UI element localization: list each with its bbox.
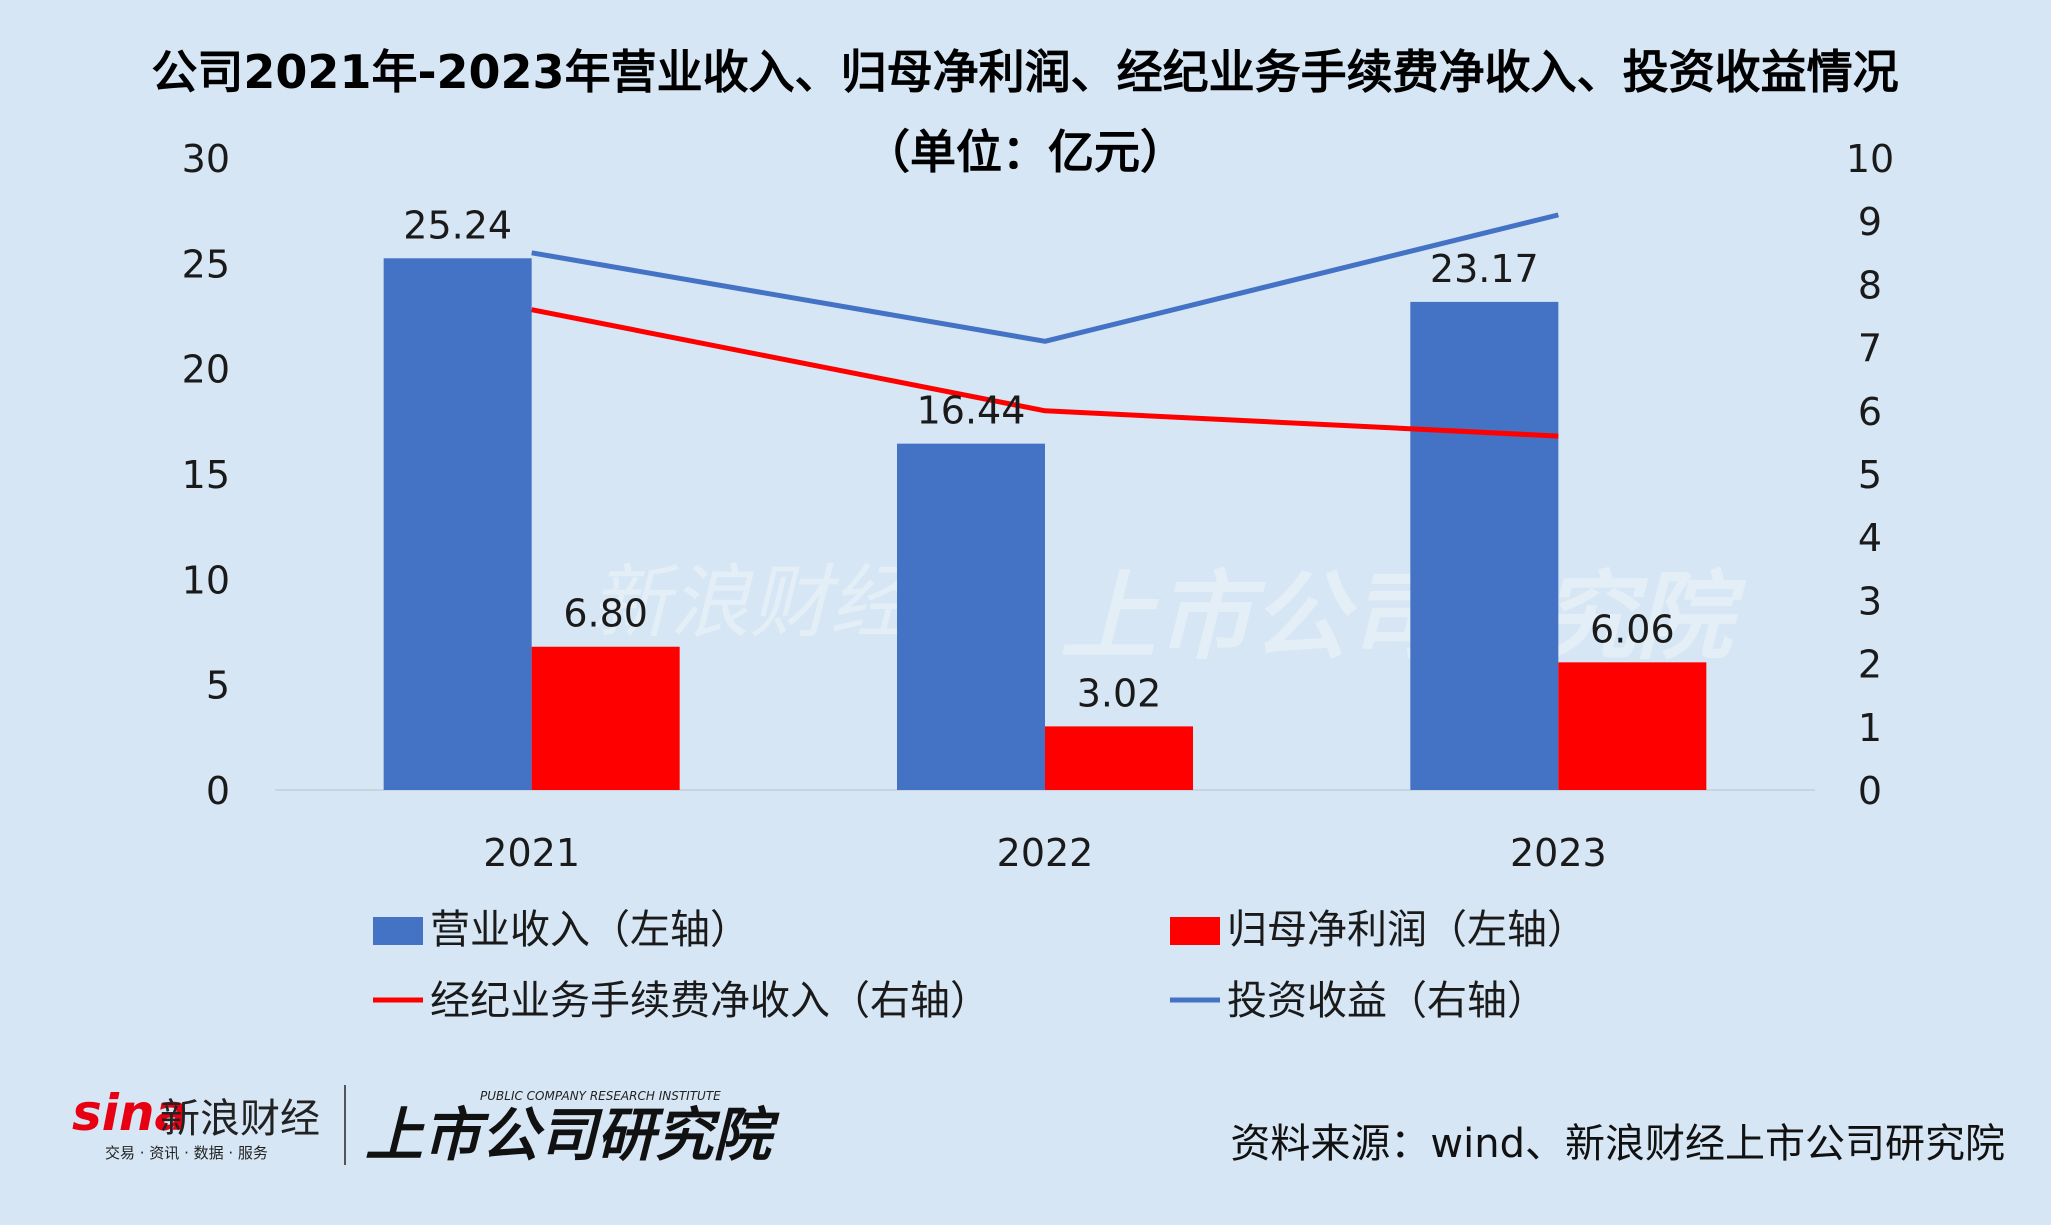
legend-label-investment: 投资收益（右轴） xyxy=(1227,978,1547,1024)
legend-label-brokerage: 经纪业务手续费净收入（右轴） xyxy=(430,978,990,1024)
right-axis-tick-label: 2 xyxy=(1858,643,1882,687)
chart-title: 公司2021年-2023年营业收入、归母净利润、经纪业务手续费净收入、投资收益情… xyxy=(151,45,1898,99)
watermark-sina: 新浪财经 xyxy=(590,556,917,649)
left-axis-tick-label: 30 xyxy=(182,137,230,181)
right-axis-tick-label: 0 xyxy=(1858,769,1882,813)
data-source: 资料来源：wind、新浪财经上市公司研究院 xyxy=(1230,1121,2005,1167)
x-axis-tick-label: 2021 xyxy=(483,831,580,875)
legend-label-net-profit: 归母净利润（左轴） xyxy=(1227,907,1587,953)
sina-logo-mark: sina xyxy=(72,1084,188,1142)
institute-logo: PUBLIC COMPANY RESEARCH INSTITUTE 上市公司研究… xyxy=(365,1089,780,1169)
x-axis-tick-label: 2023 xyxy=(1510,831,1607,875)
institute-logo-en: PUBLIC COMPANY RESEARCH INSTITUTE xyxy=(480,1089,721,1103)
right-axis-tick-label: 10 xyxy=(1846,137,1894,181)
bar-series xyxy=(383,258,1707,790)
chart-subtitle: （单位：亿元） xyxy=(864,125,1186,179)
legend-swatch-revenue xyxy=(373,917,423,945)
line-investment xyxy=(531,212,1559,344)
left-axis-tick-label: 25 xyxy=(182,242,230,286)
legend-label-revenue: 营业收入（左轴） xyxy=(430,907,750,953)
sina-logo-name: 新浪财经 xyxy=(160,1096,320,1142)
legend-swatch-net-profit xyxy=(1170,917,1220,945)
x-axis: 2021 2022 2023 xyxy=(483,831,1606,875)
left-axis: 0 5 10 15 20 25 30 xyxy=(182,137,230,813)
right-axis: 0 1 2 3 4 5 6 7 8 9 10 xyxy=(1846,137,1894,813)
bar-data-label: 6.80 xyxy=(563,592,648,636)
line-brokerage xyxy=(531,307,1559,439)
right-axis-tick-label: 6 xyxy=(1858,390,1882,434)
bar-data-label: 16.44 xyxy=(917,389,1026,433)
sina-logo: sina 新浪财经 交易 · 资讯 · 数据 · 服务 xyxy=(72,1084,320,1162)
right-axis-tick-label: 8 xyxy=(1858,263,1882,307)
bar-net-profit xyxy=(1558,662,1707,790)
left-axis-tick-label: 20 xyxy=(182,348,230,392)
bar-data-label: 25.24 xyxy=(403,203,512,247)
right-axis-tick-label: 7 xyxy=(1858,327,1882,371)
bar-data-label: 23.17 xyxy=(1430,247,1539,291)
right-axis-tick-label: 3 xyxy=(1858,579,1882,623)
watermark: 新浪财经 上市公司研究院 xyxy=(590,556,1747,673)
left-axis-tick-label: 15 xyxy=(182,453,230,497)
sina-logo-tagline: 交易 · 资讯 · 数据 · 服务 xyxy=(105,1144,268,1162)
bar-data-label: 6.06 xyxy=(1590,607,1675,651)
right-axis-tick-label: 5 xyxy=(1858,453,1882,497)
line-series xyxy=(531,212,1559,439)
right-axis-tick-label: 4 xyxy=(1858,516,1882,560)
institute-logo-cn: 上市公司研究院 xyxy=(365,1101,780,1169)
right-axis-tick-label: 1 xyxy=(1858,706,1882,750)
bar-revenue xyxy=(897,443,1045,790)
watermark-institute: 上市公司研究院 xyxy=(1060,561,1747,673)
bar-data-label: 3.02 xyxy=(1077,671,1162,715)
x-axis-tick-label: 2022 xyxy=(997,831,1094,875)
data-labels: 25.24 16.44 23.17 6.80 3.02 6.06 xyxy=(403,203,1674,715)
left-axis-tick-label: 5 xyxy=(206,664,230,708)
bar-revenue xyxy=(383,258,532,790)
legend: 营业收入（左轴） 归母净利润（左轴） 经纪业务手续费净收入（右轴） 投资收益（右… xyxy=(373,907,1587,1024)
bar-net-profit xyxy=(531,646,680,790)
right-axis-tick-label: 9 xyxy=(1858,200,1882,244)
bar-revenue xyxy=(1410,301,1559,790)
left-axis-tick-label: 10 xyxy=(182,558,230,602)
bar-net-profit xyxy=(1045,726,1193,790)
left-axis-tick-label: 0 xyxy=(206,769,230,813)
